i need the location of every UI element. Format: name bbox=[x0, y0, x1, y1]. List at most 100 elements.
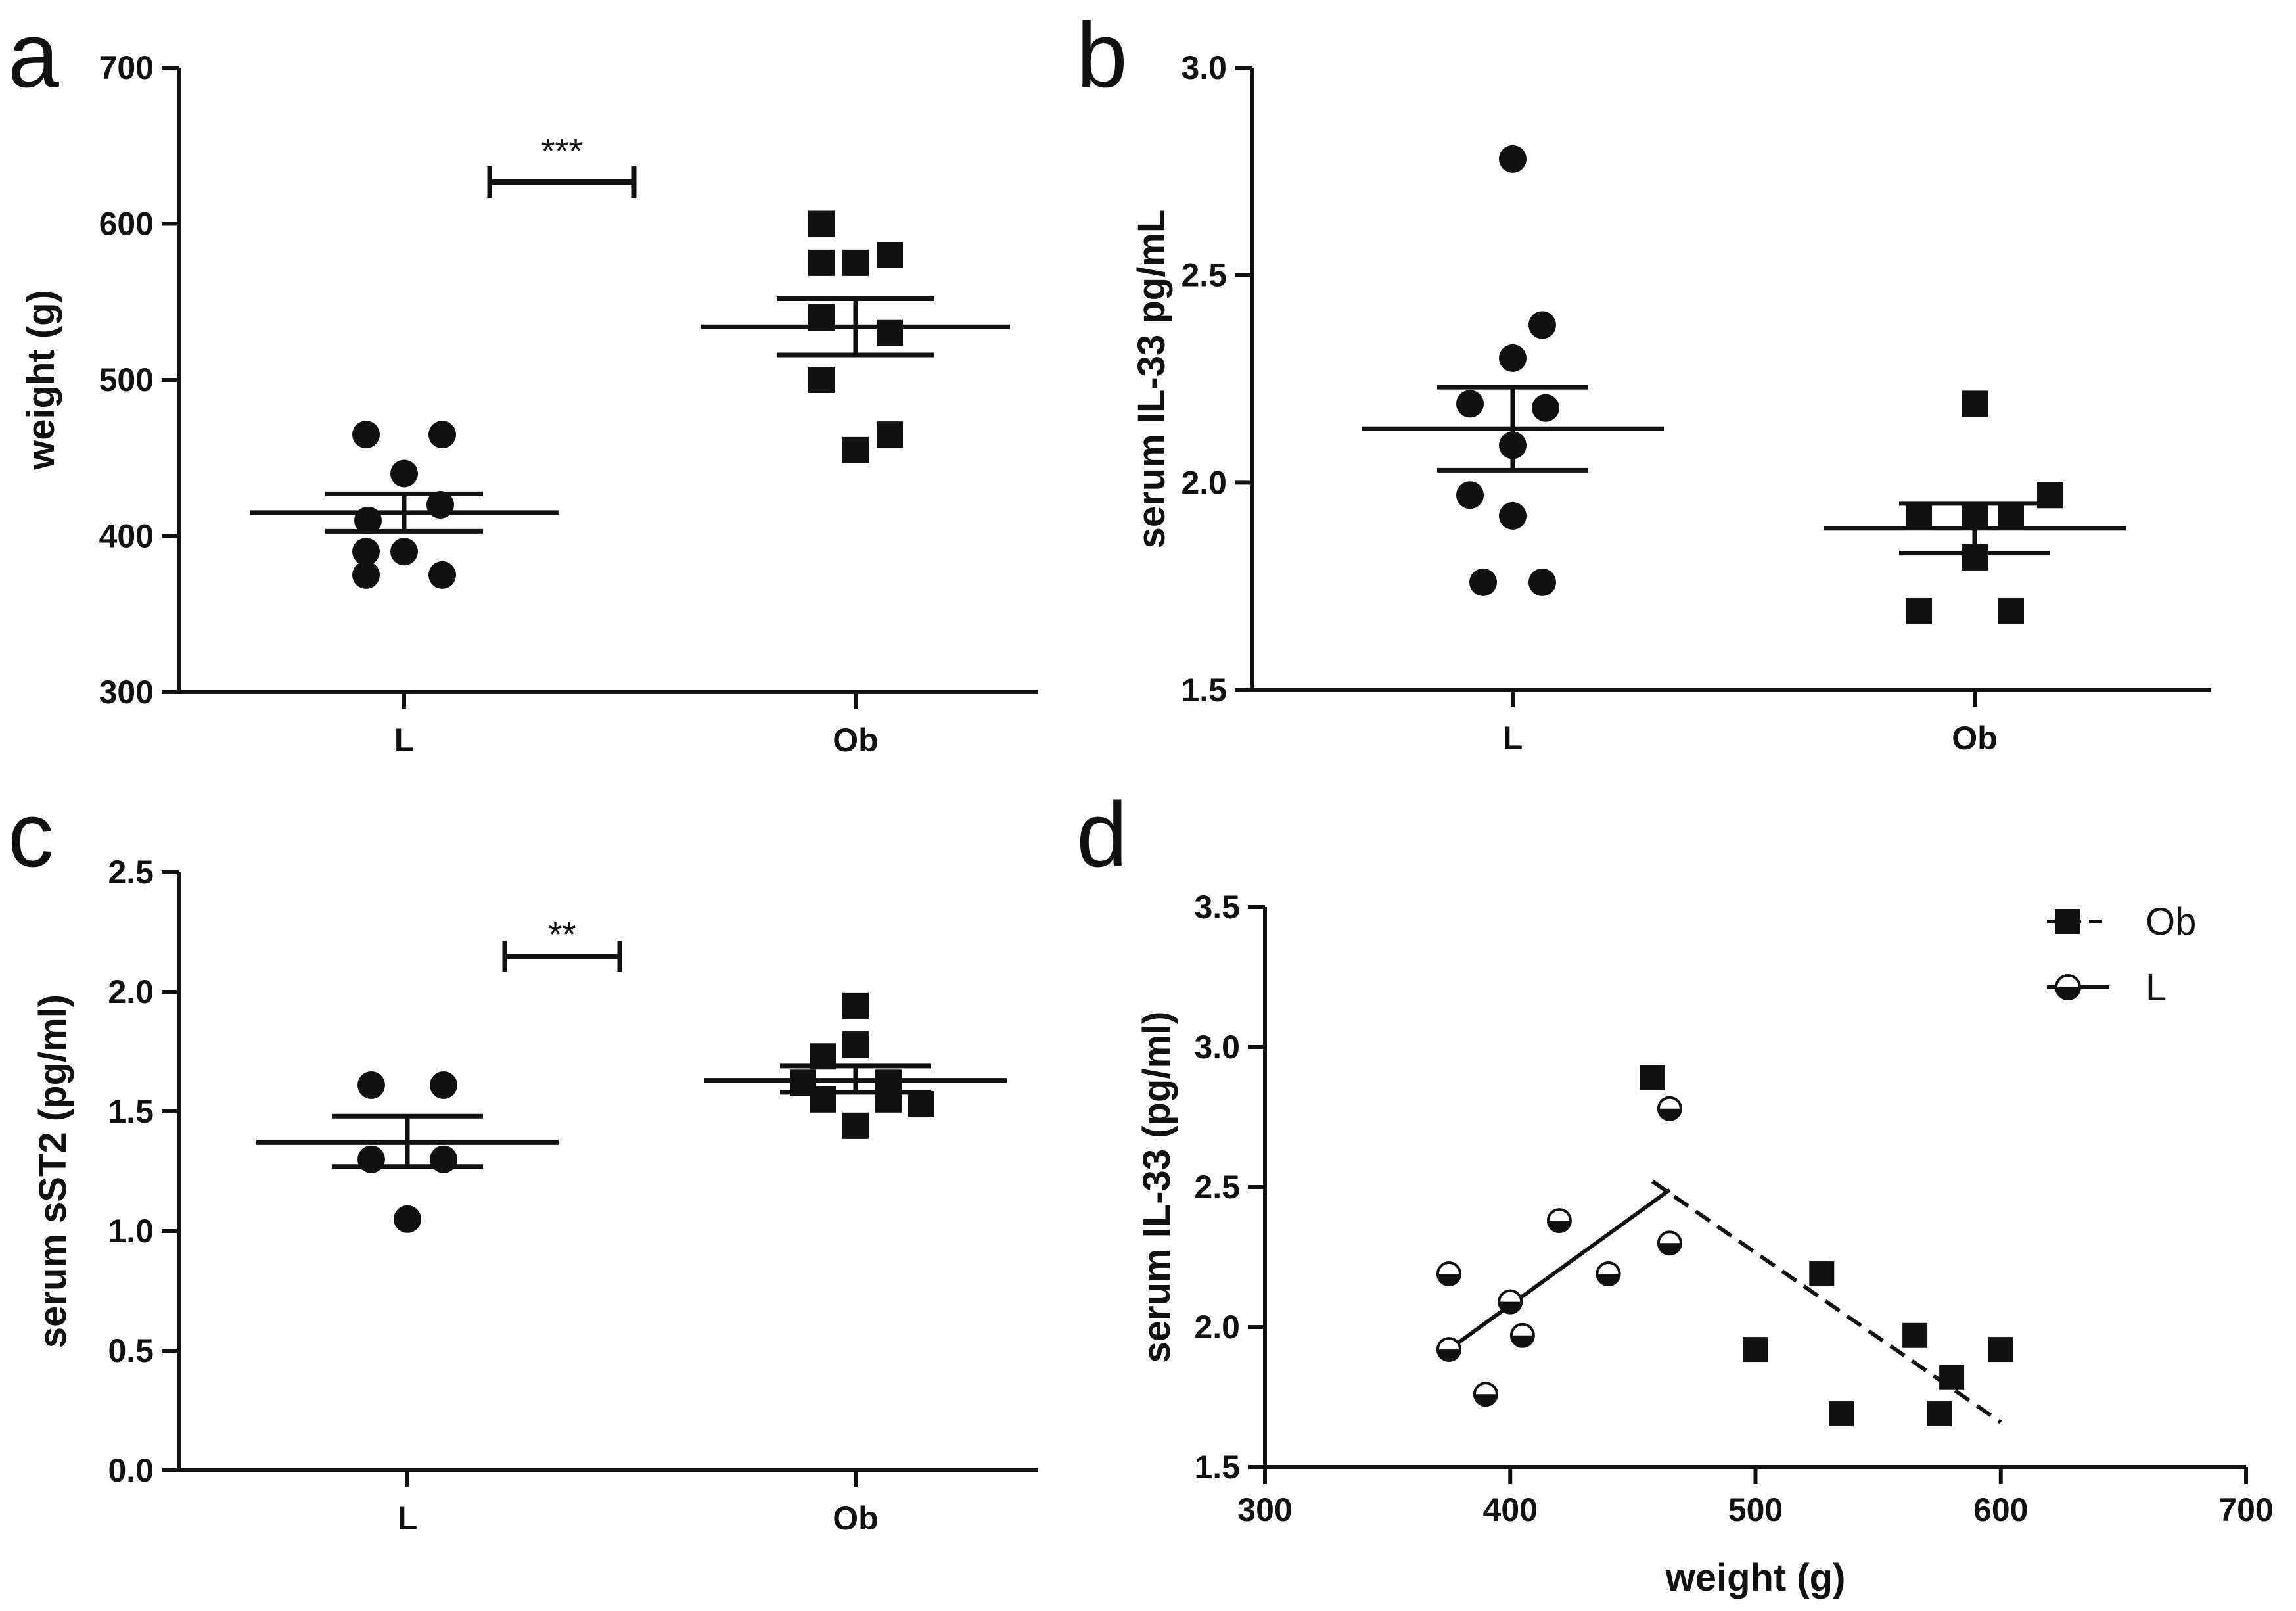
y-tick-label: 2.5 bbox=[108, 854, 154, 891]
data-point bbox=[1988, 1337, 2013, 1363]
y-tick-label: 1.0 bbox=[108, 1213, 154, 1249]
data-point bbox=[1829, 1401, 1854, 1427]
data-point bbox=[842, 1112, 869, 1139]
data-point bbox=[1469, 568, 1497, 596]
fit-line-l bbox=[1448, 1188, 1671, 1351]
marker-fill bbox=[1499, 1301, 1522, 1313]
data-point bbox=[1962, 390, 1988, 417]
data-point bbox=[842, 249, 869, 276]
y-tick-label: 0.5 bbox=[108, 1332, 154, 1369]
y-tick-label: 1.5 bbox=[1194, 1449, 1240, 1485]
y-tick-label: 0.0 bbox=[108, 1452, 154, 1489]
y-axis-label: serum sST2 (pg/ml) bbox=[32, 994, 74, 1348]
x-tick-label: L bbox=[398, 1500, 418, 1537]
significance-label: *** bbox=[541, 131, 582, 171]
marker-fill bbox=[1658, 1243, 1681, 1255]
data-point bbox=[808, 210, 835, 237]
data-point bbox=[1473, 1382, 1498, 1407]
data-point bbox=[842, 436, 869, 463]
marker-fill bbox=[1437, 1349, 1460, 1361]
legend-label-ob: Ob bbox=[2146, 900, 2196, 943]
y-tick-label: 2.5 bbox=[1194, 1169, 1240, 1205]
panel-b: 1.5 2.0 2.5 3.0 L Ob serum IL-33 pg/mL bbox=[1130, 49, 2211, 757]
x-tick-label: Ob bbox=[833, 722, 878, 759]
data-point bbox=[352, 421, 380, 449]
data-point bbox=[1998, 598, 2024, 625]
data-point bbox=[394, 1205, 421, 1233]
panel-label-b: b bbox=[1076, 3, 1128, 106]
marker-fill bbox=[1474, 1394, 1497, 1406]
data-point bbox=[352, 538, 380, 566]
data-point bbox=[1436, 1261, 1461, 1287]
x-axis-label: weight (g) bbox=[1665, 1556, 1846, 1599]
data-point bbox=[1906, 502, 1932, 529]
data-point bbox=[390, 538, 418, 566]
data-point bbox=[1499, 502, 1527, 530]
data-point bbox=[1596, 1261, 1621, 1287]
data-point bbox=[1927, 1401, 1952, 1427]
significance-label: ** bbox=[548, 915, 576, 954]
data-point bbox=[808, 367, 835, 393]
data-point bbox=[357, 1071, 385, 1099]
marker-fill bbox=[2056, 987, 2080, 999]
legend-label-l: L bbox=[2146, 966, 2167, 1009]
y-tick-label: 2.0 bbox=[108, 973, 154, 1010]
data-point bbox=[877, 319, 903, 346]
data-point bbox=[357, 1145, 385, 1173]
y-tick-label: 300 bbox=[99, 674, 154, 711]
y-tick-label: 700 bbox=[99, 49, 154, 86]
x-tick-label: 600 bbox=[1973, 1491, 2028, 1528]
panel-a: 300 400 500 600 700 L Ob weight (g) *** bbox=[20, 49, 1038, 759]
data-point bbox=[1546, 1208, 1572, 1234]
data-point bbox=[1939, 1365, 1965, 1390]
panel-label-a: a bbox=[8, 3, 59, 106]
data-point bbox=[908, 1091, 934, 1118]
data-point bbox=[877, 242, 903, 268]
data-point bbox=[1528, 568, 1556, 596]
x-tick-label: 500 bbox=[1728, 1491, 1783, 1528]
data-point bbox=[1499, 145, 1527, 173]
data-point bbox=[808, 249, 835, 276]
data-point bbox=[1906, 598, 1932, 625]
y-tick-label: 1.5 bbox=[1181, 672, 1227, 709]
data-point bbox=[1657, 1230, 1682, 1256]
data-point bbox=[1532, 394, 1559, 422]
panel-c: 0.0 0.5 1.0 1.5 2.0 2.5 L Ob serum sST2 (pg/ml) *… bbox=[32, 854, 1038, 1537]
x-tick-label: 700 bbox=[2218, 1491, 2273, 1528]
marker-fill bbox=[1658, 1108, 1681, 1120]
marker-fill bbox=[1597, 1274, 1620, 1286]
y-axis-label: serum IL-33 pg/mL bbox=[1130, 210, 1173, 549]
data-point bbox=[352, 561, 380, 589]
x-tick-label: Ob bbox=[833, 1500, 878, 1537]
y-tick-label: 2.5 bbox=[1181, 257, 1227, 294]
panel-d: 1.5 2.0 2.5 3.0 3.5 300 400 500 600 700 serum IL-3… bbox=[1136, 889, 2274, 1599]
data-point bbox=[842, 1031, 869, 1058]
y-tick-label: 1.5 bbox=[108, 1093, 154, 1130]
data-point bbox=[1998, 502, 2024, 529]
data-point bbox=[428, 561, 456, 589]
data-point bbox=[1498, 1289, 1523, 1315]
y-tick-label: 2.0 bbox=[1194, 1309, 1240, 1345]
data-point bbox=[1436, 1337, 1461, 1363]
y-tick-label: 500 bbox=[99, 362, 154, 398]
y-tick-label: 400 bbox=[99, 518, 154, 555]
x-tick-label: Ob bbox=[1952, 720, 1997, 757]
y-tick-label: 2.0 bbox=[1181, 464, 1227, 501]
marker-fill bbox=[1548, 1221, 1571, 1232]
y-tick-label: 3.0 bbox=[1181, 49, 1227, 86]
data-point bbox=[390, 459, 418, 488]
data-point bbox=[1456, 481, 1484, 509]
marker-fill bbox=[1511, 1335, 1534, 1347]
data-point bbox=[1499, 344, 1527, 372]
data-point bbox=[428, 421, 456, 449]
data-point bbox=[1657, 1096, 1682, 1121]
data-point bbox=[877, 421, 903, 448]
y-tick-label: 3.5 bbox=[1194, 889, 1240, 925]
data-point bbox=[1528, 311, 1556, 339]
data-point bbox=[1509, 1322, 1535, 1348]
legend-marker-ob bbox=[2055, 909, 2080, 934]
data-point bbox=[842, 992, 869, 1019]
y-tick-label: 600 bbox=[99, 206, 154, 243]
x-tick-label: L bbox=[1503, 720, 1523, 757]
